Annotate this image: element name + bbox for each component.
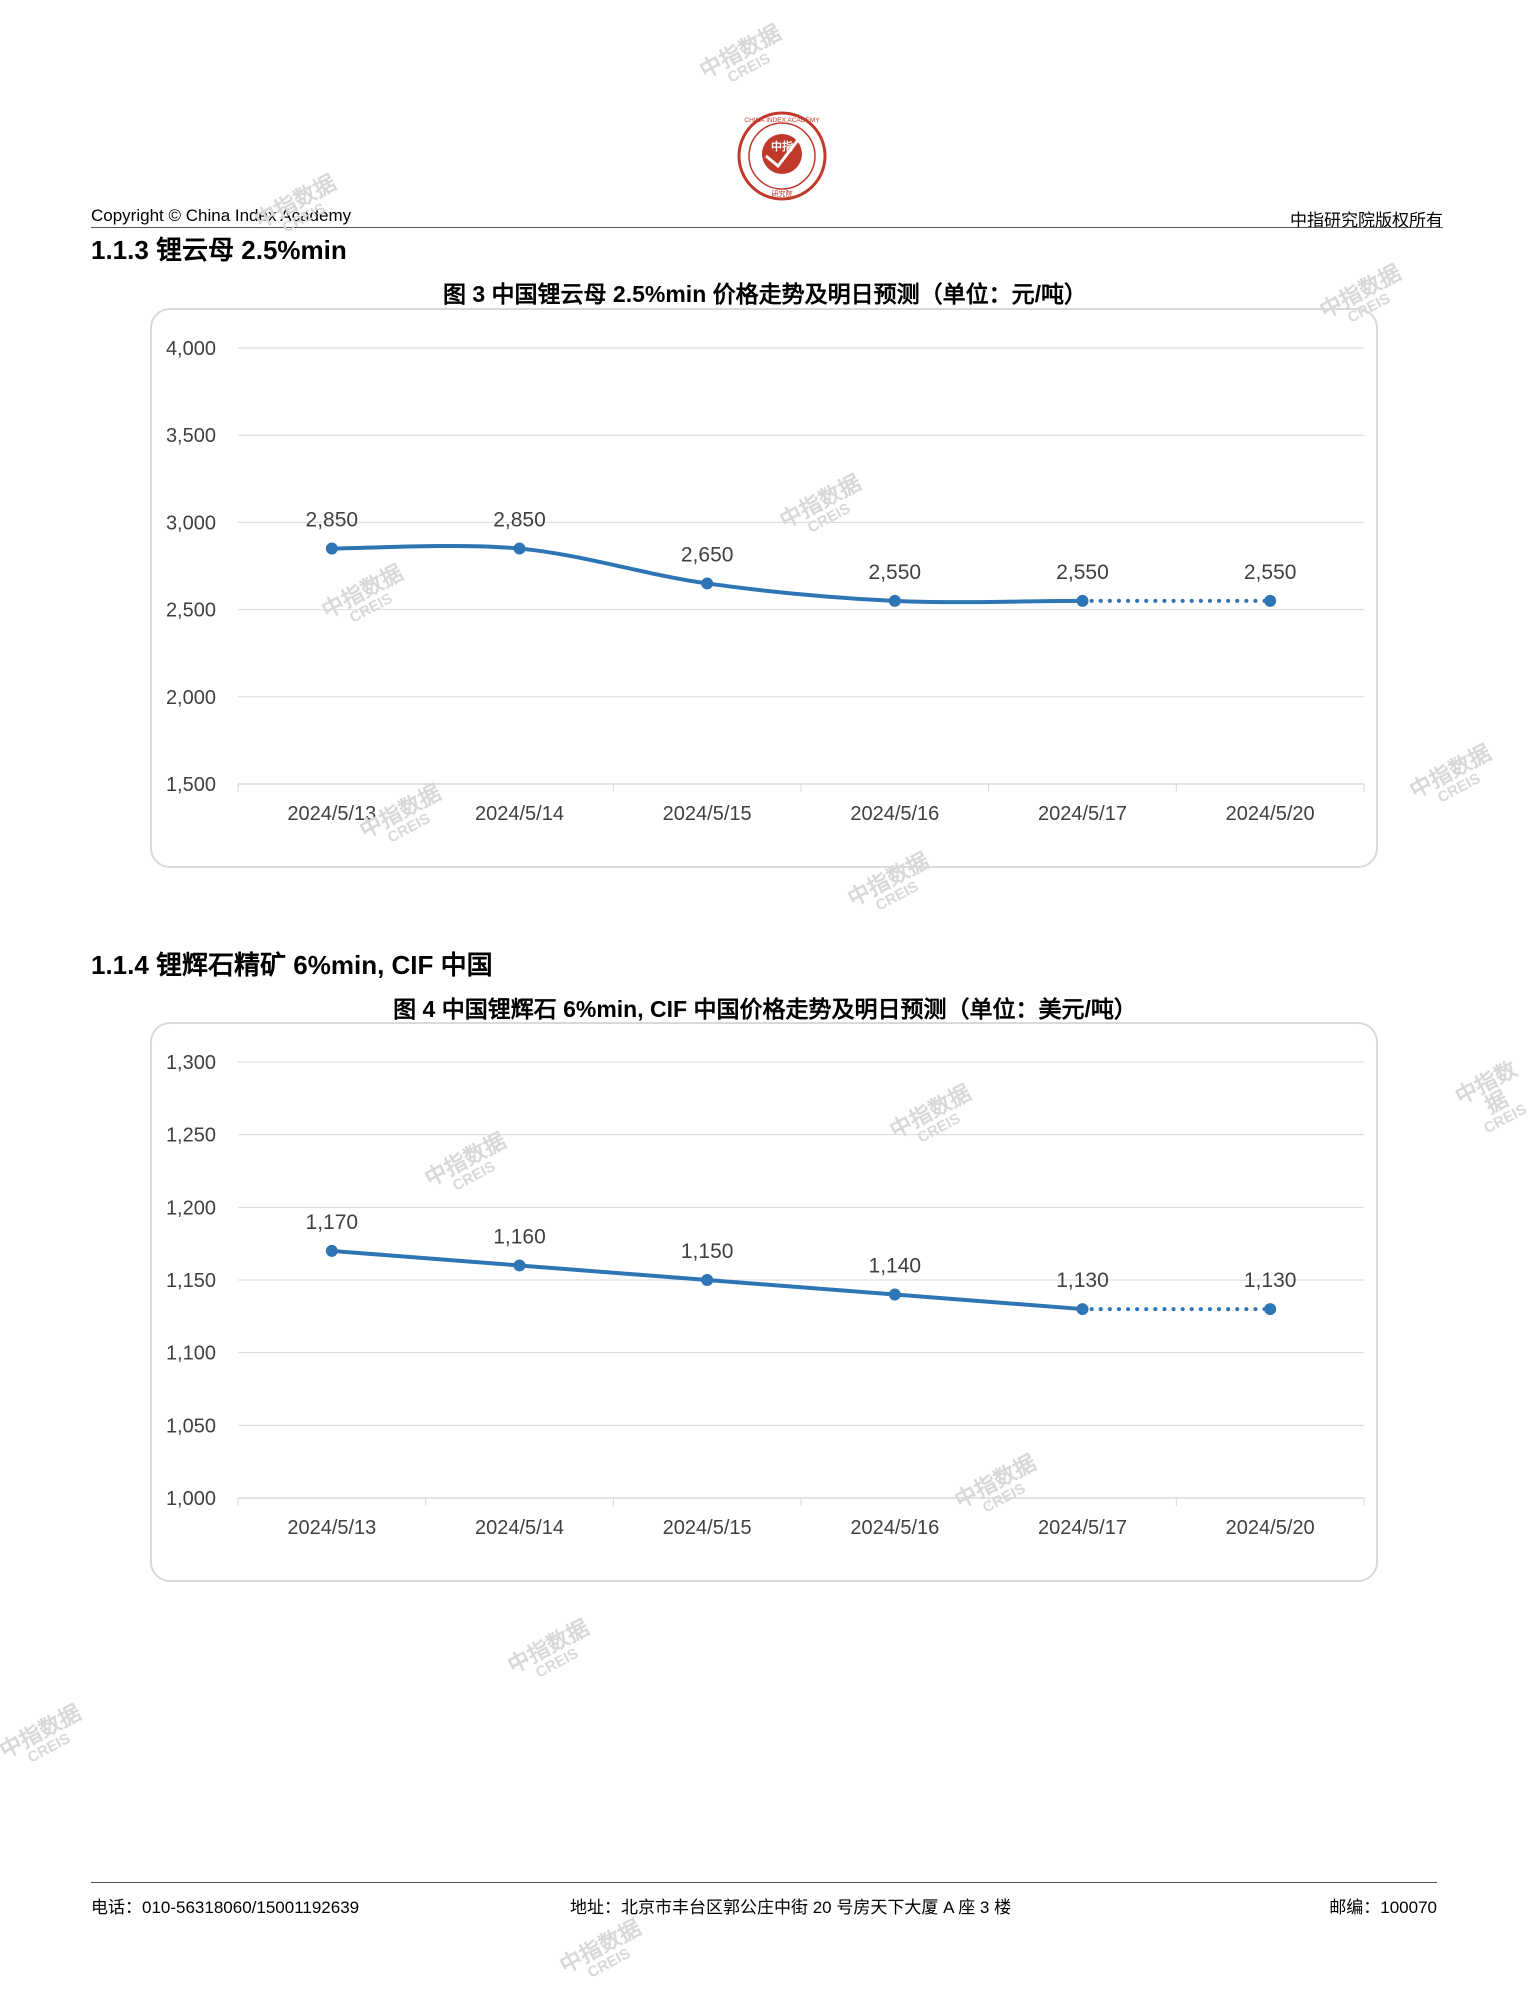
data-point [701,1274,714,1286]
y-tick-label: 1,050 [166,1415,216,1437]
china-index-academy-logo: 中指 CHINA INDEX ACADEMY 研究院 [737,111,827,201]
data-point [325,1244,338,1257]
footer-postcode: 邮编：100070 [1329,1898,1437,1917]
data-point [1076,594,1089,607]
line-chart-lepidolite: 4,000 3,500 3,000 2,500 2,000 1,500 2024/5/13 2… [166,338,1365,825]
copyright-text: Copyright © China Index Academy [91,206,352,225]
data-point [513,542,526,555]
x-tick-label: 2024/5/14 [475,803,564,825]
x-tick-label: 2024/5/14 [475,1517,564,1539]
y-tick-label: 1,250 [166,1125,216,1147]
data-label: 2,850 [306,509,359,532]
data-label: 2,550 [1056,561,1109,584]
rights-text: 中指研究院版权所有 [1290,211,1443,231]
x-tick-label: 2024/5/13 [287,803,376,825]
y-tick-label: 1,100 [166,1343,216,1365]
data-point [701,577,714,590]
data-label: 1,160 [493,1225,546,1248]
y-tick-label: 3,500 [166,425,216,447]
x-tick-label: 2024/5/16 [850,803,939,825]
logo-center-text: 中指 [771,139,793,153]
watermark: 中指数据 CREIS [503,1614,593,1682]
data-point [888,1288,901,1301]
data-point [888,594,901,607]
data-point [1076,1303,1089,1316]
x-tick-label: 2024/5/15 [663,803,752,825]
chart-box-lepidolite: 4,000 3,500 3,000 2,500 2,000 1,500 2024/5/13 2… [150,308,1378,868]
data-label: 2,550 [1244,561,1297,584]
y-tick-label: 1,150 [166,1270,216,1292]
watermark: 中指数据 CREIS [1451,1056,1530,1138]
x-tick-label: 2024/5/13 [287,1517,376,1539]
data-label: 1,130 [1056,1269,1109,1292]
y-tick-label: 4,000 [166,338,216,360]
data-label: 1,150 [681,1240,734,1263]
header-divider [91,227,1443,228]
data-label: 2,550 [869,561,922,584]
data-label: 1,140 [869,1255,922,1278]
data-label: 1,130 [1244,1269,1297,1292]
y-tick-label: 1,500 [166,774,216,796]
footer-address: 地址：北京市丰台区郭公庄中街 20 号房天下大厦 A 座 3 楼 [570,1898,1012,1917]
chart-title-lepidolite: 图 3 中国锂云母 2.5%min 价格走势及明日预测（单位：元/吨） [442,281,1088,307]
watermark: 中指数据 CREIS [695,19,785,87]
logo-ring-text: CHINA INDEX ACADEMY [744,117,820,124]
chart-title-spodumene: 图 4 中国锂辉石 6%min, CIF 中国价格走势及明日预测（单位：美元/吨… [393,996,1137,1022]
data-point [325,542,338,555]
data-label: 1,170 [306,1211,359,1234]
section-heading-spodumene: 1.1.4 锂辉石精矿 6%min, CIF 中国 [91,950,493,980]
x-tick-label: 2024/5/17 [1038,803,1127,825]
watermark: 中指数据 CREIS [0,1699,85,1767]
y-tick-label: 3,000 [166,512,216,534]
footer-divider [91,1882,1437,1883]
x-tick-label: 2024/5/15 [663,1517,752,1539]
x-tick-label: 2024/5/17 [1038,1517,1127,1539]
data-point [1264,1303,1277,1316]
chart-box-spodumene: 1,300 1,250 1,200 1,150 1,100 1,050 1,000 2024/… [150,1022,1378,1582]
x-tick-label: 2024/5/16 [850,1517,939,1539]
y-tick-label: 1,200 [166,1197,216,1219]
watermark: 中指数据 CREIS [1405,739,1495,807]
x-tick-label: 2024/5/20 [1226,803,1315,825]
data-point [1264,594,1277,607]
data-label: 2,650 [681,543,734,566]
data-label: 2,850 [493,509,546,532]
logo-bottom-text: 研究院 [772,189,793,198]
data-point [513,1259,526,1272]
y-tick-label: 2,000 [166,687,216,709]
x-tick-label: 2024/5/20 [1226,1517,1315,1539]
watermark: 中指数据 CREIS [555,1914,645,1982]
y-tick-label: 1,000 [166,1488,216,1510]
line-chart-spodumene: 1,300 1,250 1,200 1,150 1,100 1,050 1,000 2024/… [166,1052,1365,1539]
y-tick-label: 1,300 [166,1052,216,1074]
section-heading-lepidolite: 1.1.3 锂云母 2.5%min [91,235,347,265]
y-tick-label: 2,500 [166,600,216,622]
footer-phone: 电话：010-56318060/15001192639 [91,1898,360,1917]
